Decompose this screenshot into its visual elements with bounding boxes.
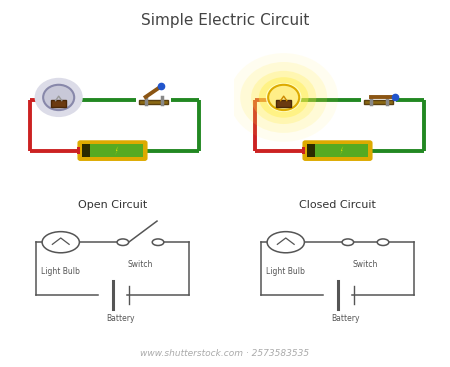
Text: Closed Circuit: Closed Circuit xyxy=(299,200,376,210)
Bar xyxy=(315,144,368,157)
Text: Battery: Battery xyxy=(107,314,135,323)
FancyBboxPatch shape xyxy=(304,142,371,159)
Bar xyxy=(76,147,81,155)
Circle shape xyxy=(377,239,389,246)
Polygon shape xyxy=(115,146,118,155)
Circle shape xyxy=(251,71,316,124)
Circle shape xyxy=(267,232,304,253)
Text: www.shutterstock.com · 2573583535: www.shutterstock.com · 2573583535 xyxy=(140,349,310,358)
Polygon shape xyxy=(340,146,343,155)
Bar xyxy=(276,100,291,107)
Bar xyxy=(364,100,393,104)
Text: Light Bulb: Light Bulb xyxy=(266,267,305,276)
Bar xyxy=(51,100,66,107)
Circle shape xyxy=(259,77,309,118)
Circle shape xyxy=(117,239,129,246)
Bar xyxy=(140,100,168,104)
Circle shape xyxy=(342,239,354,246)
Text: Open Circuit: Open Circuit xyxy=(78,200,147,210)
Bar xyxy=(302,147,306,155)
Text: Switch: Switch xyxy=(128,259,153,269)
Circle shape xyxy=(268,85,299,110)
Circle shape xyxy=(152,239,164,246)
Circle shape xyxy=(230,53,338,142)
Circle shape xyxy=(266,83,302,112)
Text: Switch: Switch xyxy=(353,259,378,269)
Text: Light Bulb: Light Bulb xyxy=(41,267,80,276)
Circle shape xyxy=(42,232,79,253)
FancyBboxPatch shape xyxy=(79,142,146,159)
Text: Battery: Battery xyxy=(332,314,360,323)
Circle shape xyxy=(35,78,83,117)
Bar xyxy=(307,144,315,157)
Bar xyxy=(82,144,90,157)
Bar xyxy=(90,144,143,157)
Circle shape xyxy=(240,62,327,133)
Circle shape xyxy=(43,85,74,110)
Text: Simple Electric Circuit: Simple Electric Circuit xyxy=(141,13,309,28)
